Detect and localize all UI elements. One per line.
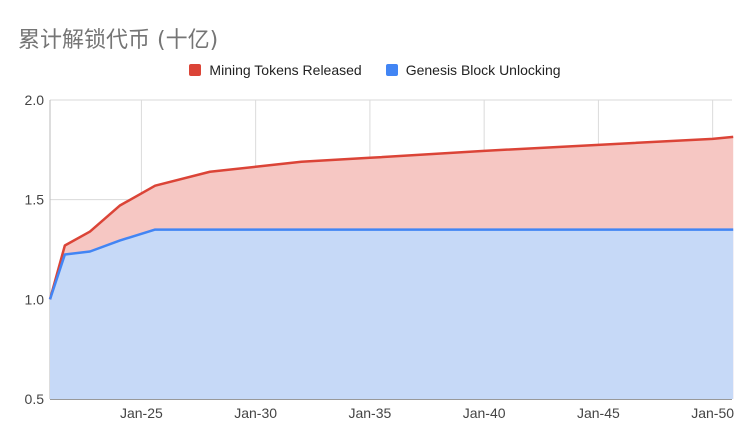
x-tick-label: Jan-25 <box>120 405 163 421</box>
legend-item-mining[interactable]: Mining Tokens Released <box>189 62 362 78</box>
x-axis-ticks: Jan-25 Jan-30 Jan-35 Jan-40 Jan-45 Jan-50 <box>120 405 734 421</box>
y-tick-label: 2.0 <box>25 92 45 108</box>
legend-label-genesis: Genesis Block Unlocking <box>405 62 561 78</box>
chart-areas <box>50 136 734 400</box>
x-tick-label: Jan-40 <box>463 405 506 421</box>
line-series-1 <box>48 228 734 300</box>
legend: Mining Tokens Released Genesis Block Unl… <box>0 62 750 78</box>
x-tick-label: Jan-35 <box>348 405 391 421</box>
y-tick-label: 0.5 <box>25 391 45 407</box>
chart-lines <box>48 135 734 300</box>
x-tick-label: Jan-45 <box>577 405 620 421</box>
legend-swatch-genesis <box>385 64 398 76</box>
y-tick-label: 1.0 <box>25 291 45 307</box>
x-tick-label: Jan-50 <box>691 405 734 421</box>
chart-title: 累计解锁代币 (十亿) <box>18 28 219 53</box>
legend-item-genesis[interactable]: Genesis Block Unlocking <box>385 62 561 78</box>
legend-swatch-mining <box>189 64 202 76</box>
y-tick-label: 1.5 <box>25 192 45 208</box>
line-series-0 <box>48 135 734 300</box>
legend-label-mining: Mining Tokens Released <box>209 62 362 78</box>
x-tick-label: Jan-30 <box>234 405 277 421</box>
y-axis-ticks: 0.5 1.0 1.5 2.0 <box>25 92 45 407</box>
area-series-1 <box>50 229 734 399</box>
